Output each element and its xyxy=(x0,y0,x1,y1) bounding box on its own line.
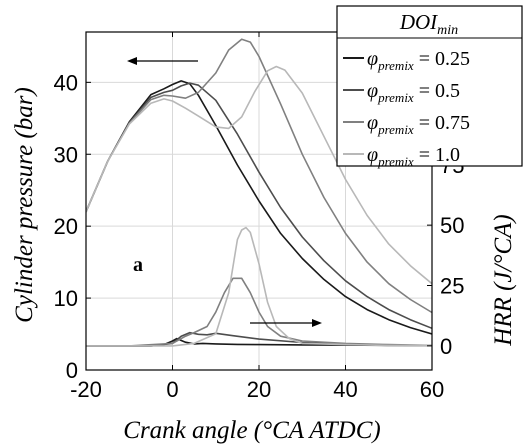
legend-title: DOImin xyxy=(399,10,458,38)
y-left-tick-label: 40 xyxy=(54,70,78,95)
right-arrow-annotation xyxy=(250,319,322,327)
legend-items: φpremix = 0.25 φpremix = 0.5 φpremix = 0.7… xyxy=(343,48,470,169)
pressure-line-3 xyxy=(86,38,432,314)
x-tick-label: 20 xyxy=(247,377,271,402)
y-right-tick-label: 50 xyxy=(440,213,464,238)
x-tick-label: 0 xyxy=(166,377,178,402)
hrr-line-3 xyxy=(86,277,432,347)
series-layer xyxy=(86,38,432,347)
x-axis-label: Crank angle (°CA ATDC) xyxy=(123,417,380,444)
x-tick-label: 40 xyxy=(333,377,357,402)
x-tick-label: 60 xyxy=(420,377,444,402)
series-group xyxy=(86,38,432,347)
legend-box xyxy=(336,5,523,167)
x-axis: -20 0 20 40 60 xyxy=(70,32,444,402)
hrr-line-4 xyxy=(86,226,432,347)
y-left-tick-label: 10 xyxy=(54,286,78,311)
legend-label-2: φpremix = 0.5 xyxy=(367,80,460,105)
y-axis-left: 0 10 20 30 40 xyxy=(54,70,91,383)
y-right-tick-label: 25 xyxy=(440,274,464,299)
legend-label-3: φpremix = 0.75 xyxy=(367,112,470,137)
y-right-tick-label: 0 xyxy=(440,334,452,359)
pressure-line-1 xyxy=(86,80,432,335)
y-left-tick-label: 30 xyxy=(54,142,78,167)
y-left-tick-label: 20 xyxy=(54,214,78,239)
legend-label-1: φpremix = 0.25 xyxy=(367,48,470,73)
panel-label: a xyxy=(133,254,143,276)
pressure-line-4 xyxy=(86,65,432,285)
y-axis-right: 0255075 xyxy=(427,153,464,359)
y-axis-left-label: Cylinder pressure (bar) xyxy=(11,87,38,323)
y-axis-right-label: HRR (J/°CA) xyxy=(490,214,517,346)
legend-label-4: φpremix = 1.0 xyxy=(367,144,460,169)
left-arrow-annotation xyxy=(127,57,198,65)
x-tick-label: -20 xyxy=(70,377,102,402)
y-left-tick-label: 0 xyxy=(66,358,78,383)
pressure-line-2 xyxy=(86,82,432,330)
